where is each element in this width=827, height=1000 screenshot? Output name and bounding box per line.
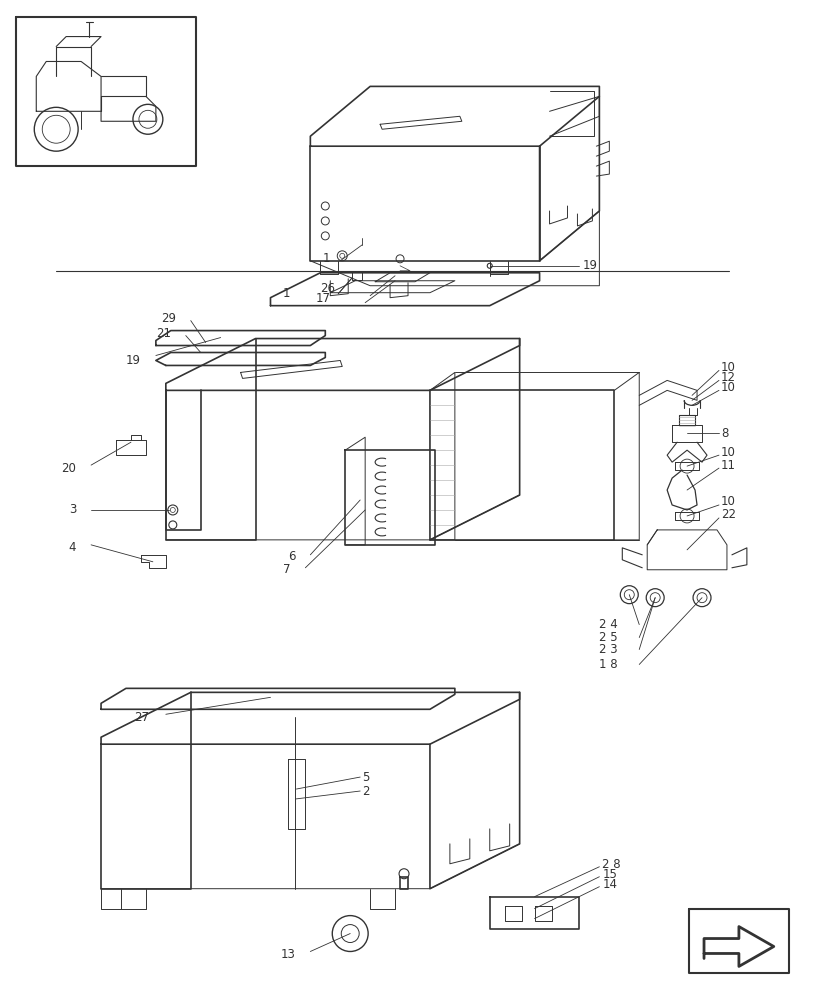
Text: 2 8: 2 8 xyxy=(601,858,620,871)
Text: 29: 29 xyxy=(160,312,175,325)
Text: 17: 17 xyxy=(315,292,330,305)
Text: 15: 15 xyxy=(601,868,616,881)
Text: 5: 5 xyxy=(361,771,369,784)
Text: 1: 1 xyxy=(323,252,330,265)
Text: 26: 26 xyxy=(320,282,335,295)
Text: 10: 10 xyxy=(720,495,735,508)
Text: 19: 19 xyxy=(126,354,141,367)
Text: 2 5: 2 5 xyxy=(598,631,617,644)
Text: 1 8: 1 8 xyxy=(598,658,617,671)
Text: 13: 13 xyxy=(280,948,295,961)
Text: 2 4: 2 4 xyxy=(598,618,617,631)
Text: 4: 4 xyxy=(69,541,76,554)
Text: 14: 14 xyxy=(601,878,617,891)
Text: 2: 2 xyxy=(361,785,369,798)
Text: 10: 10 xyxy=(720,446,735,459)
Text: 27: 27 xyxy=(134,711,149,724)
Text: 19: 19 xyxy=(581,259,597,272)
Text: 10: 10 xyxy=(720,381,735,394)
Text: 11: 11 xyxy=(720,459,735,472)
Text: 6: 6 xyxy=(288,550,295,563)
Text: 1: 1 xyxy=(283,287,290,300)
Text: 10: 10 xyxy=(720,361,735,374)
Text: 2 3: 2 3 xyxy=(598,643,617,656)
Text: 3: 3 xyxy=(69,503,76,516)
Text: 22: 22 xyxy=(720,508,735,521)
Text: 21: 21 xyxy=(155,327,170,340)
Text: 12: 12 xyxy=(720,371,735,384)
Text: 8: 8 xyxy=(720,427,728,440)
Text: 20: 20 xyxy=(61,462,76,475)
Text: 7: 7 xyxy=(283,563,290,576)
